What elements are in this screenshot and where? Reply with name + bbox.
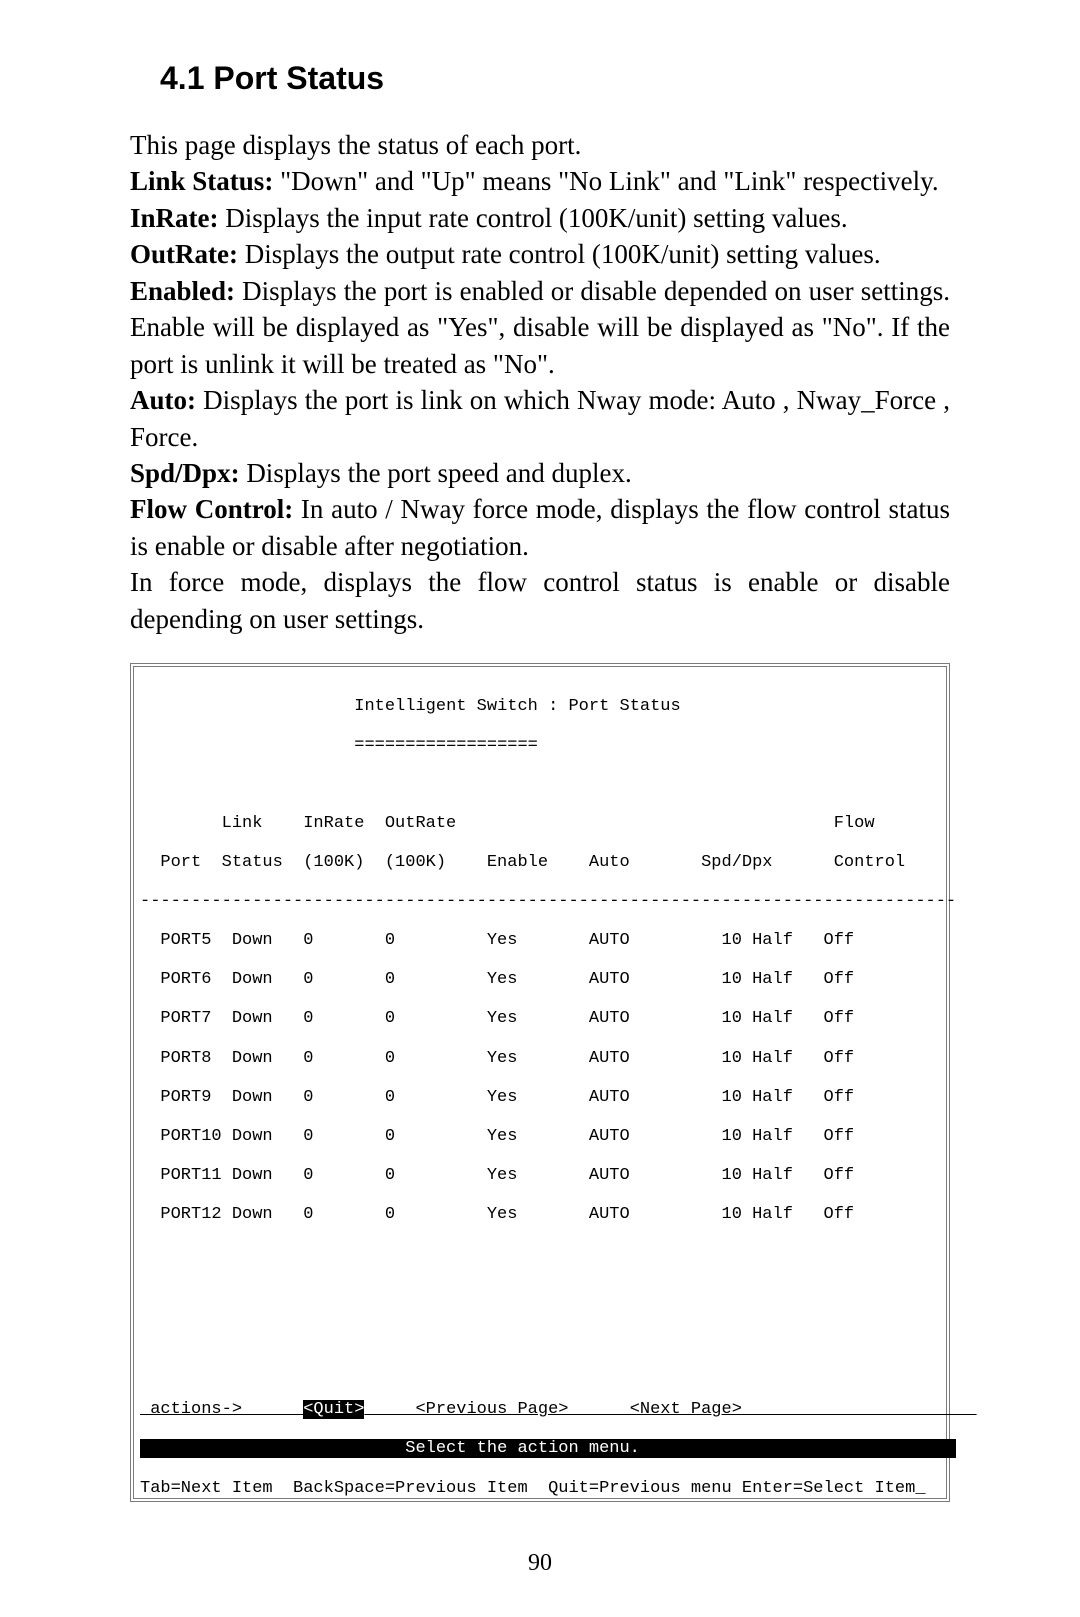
table-row: PORT8 Down 0 0 Yes AUTO 10 Half Off (140, 1049, 940, 1069)
section-heading: 4.1 Port Status (160, 60, 950, 97)
table-row: PORT7 Down 0 0 Yes AUTO 10 Half Off (140, 1009, 940, 1029)
table-row: PORT9 Down 0 0 Yes AUTO 10 Half Off (140, 1088, 940, 1108)
terminal-footer: Tab=Next Item BackSpace=Previous Item Qu… (140, 1479, 940, 1499)
def-outrate: OutRate: Displays the output rate contro… (130, 236, 950, 272)
desc-spddpx: Displays the port speed and duplex. (246, 458, 631, 488)
desc-enabled: Displays the port is enabled or disable … (130, 276, 950, 379)
def-flowcontrol: Flow Control: In auto / Nway force mode,… (130, 491, 950, 564)
table-row: PORT12 Down 0 0 Yes AUTO 10 Half Off (140, 1205, 940, 1225)
table-row: PORT10 Down 0 0 Yes AUTO 10 Half Off (140, 1127, 940, 1147)
table-header-2: Port Status (100K) (100K) Enable Auto Sp… (140, 853, 940, 873)
select-msg: Select the action menu. (405, 1439, 640, 1458)
term-link-status: Link Status: (130, 166, 280, 196)
term-flowcontrol: Flow Control: (130, 494, 301, 524)
prev-page-action[interactable]: <Previous Page> <Next Page> (364, 1400, 741, 1419)
terminal-window: Intelligent Switch : Port Status =======… (130, 663, 950, 1502)
page-number: 90 (130, 1550, 950, 1577)
desc-outrate: Displays the output rate control (100K/u… (245, 239, 881, 269)
table-row: PORT11 Down 0 0 Yes AUTO 10 Half Off (140, 1166, 940, 1186)
term-auto: Auto: (130, 385, 203, 415)
terminal-content: Intelligent Switch : Port Status =======… (134, 667, 946, 1498)
terminal-title-underline: ================== (354, 736, 538, 755)
def-auto: Auto: Displays the port is link on which… (130, 382, 950, 455)
quit-action[interactable]: <Quit> (303, 1400, 364, 1419)
intro-paragraph: This page displays the status of each po… (130, 127, 950, 163)
desc-auto: Displays the port is link on which Nway … (130, 385, 950, 451)
table-header-1: Link InRate OutRate Flow (140, 814, 940, 834)
def-spddpx: Spd/Dpx: Displays the port speed and dup… (130, 455, 950, 491)
desc-inrate: Displays the input rate control (100K/un… (225, 203, 847, 233)
actions-label: actions-> (140, 1400, 303, 1419)
term-inrate: InRate: (130, 203, 225, 233)
def-link-status: Link Status: "Down" and "Up" means "No L… (130, 163, 950, 199)
term-spddpx: Spd/Dpx: (130, 458, 246, 488)
term-outrate: OutRate: (130, 239, 245, 269)
table-separator: ----------------------------------------… (140, 892, 940, 912)
term-enabled: Enabled: (130, 276, 242, 306)
def-enabled: Enabled: Displays the port is enabled or… (130, 273, 950, 382)
body-text: This page displays the status of each po… (130, 127, 950, 637)
terminal-title: Intelligent Switch : Port Status (354, 697, 680, 716)
table-row: PORT6 Down 0 0 Yes AUTO 10 Half Off (140, 970, 940, 990)
table-row: PORT5 Down 0 0 Yes AUTO 10 Half Off (140, 931, 940, 951)
def-inrate: InRate: Displays the input rate control … (130, 200, 950, 236)
desc-link-status: "Down" and "Up" means "No Link" and "Lin… (280, 166, 939, 196)
tail-paragraph: In force mode, displays the flow control… (130, 564, 950, 637)
